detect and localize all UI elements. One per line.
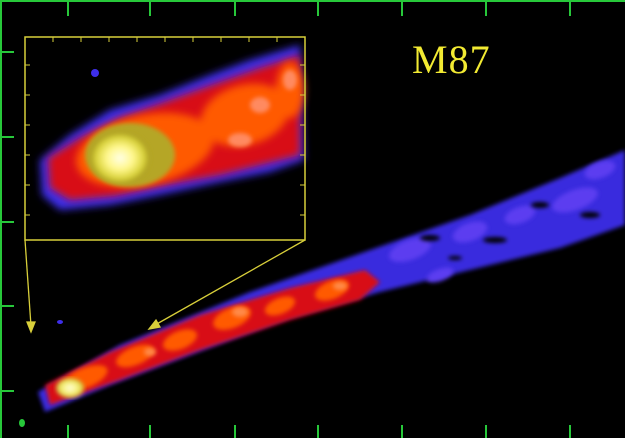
zoom-arrows (24, 239, 306, 334)
inset-speck (91, 69, 99, 77)
jet-gaps (420, 202, 600, 260)
inset-panel (24, 36, 306, 241)
object-label: M87 (412, 37, 491, 82)
inset-jet (40, 45, 304, 210)
jet-core (56, 378, 84, 398)
frame-ticks (0, 0, 571, 438)
jet-faint-clumps (389, 160, 616, 283)
inset-pink-knots (228, 70, 297, 147)
main-jet (19, 150, 625, 427)
jet-pink-knots (144, 282, 347, 356)
speck (19, 419, 25, 427)
speck (57, 320, 63, 324)
jet-body (45, 270, 380, 405)
inset-ticks (25, 37, 305, 216)
inset-core (90, 132, 150, 184)
